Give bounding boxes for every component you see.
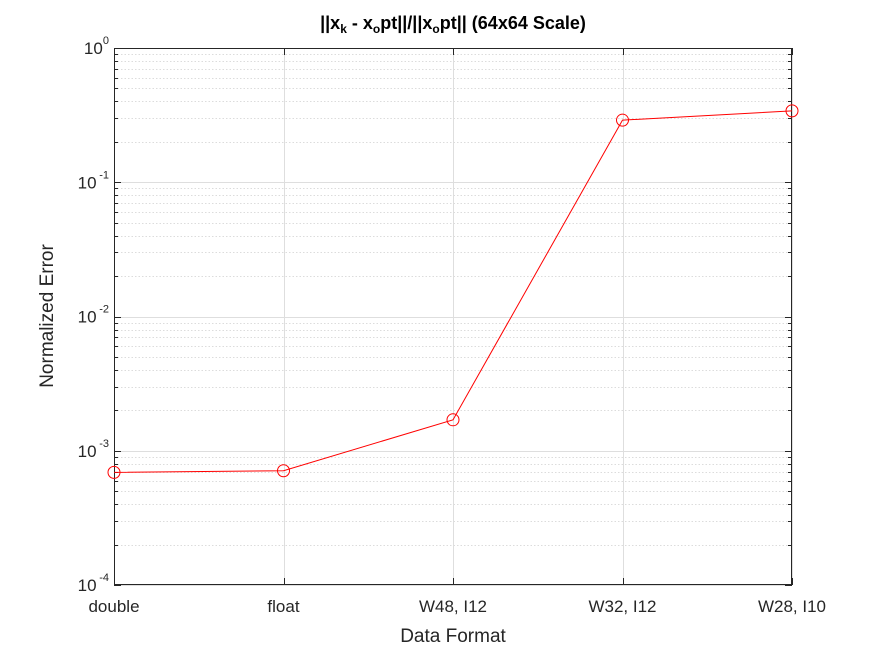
title-part: pt|| (64x64 Scale) [440, 13, 586, 33]
minor-grid [114, 54, 792, 546]
y-tick-label: -310 [78, 438, 109, 461]
x-tick-labels: double float W48, I12 W32, I12 W28, I10 [88, 597, 826, 616]
y-tick-label: -210 [78, 304, 109, 327]
series-line [113, 110, 793, 473]
y-tick-exponent: -4 [99, 572, 109, 584]
y-tick-exponent: 0 [103, 35, 109, 47]
tick-marks [114, 48, 793, 586]
data-point-marker [785, 104, 799, 118]
x-tick-label: W32, I12 [588, 597, 656, 616]
y-tick-base: 10 [78, 442, 97, 461]
series-layer [107, 104, 799, 479]
x-tick-label: W48, I12 [419, 597, 487, 616]
title-part: pt||/||x [380, 13, 432, 33]
y-tick-base: 10 [78, 173, 97, 192]
data-point-marker [446, 413, 460, 427]
title-part: o [432, 22, 439, 36]
title-part: - x [347, 13, 373, 33]
y-tick-base: 10 [78, 576, 97, 595]
data-point-marker [277, 464, 290, 478]
y-tick-base: 10 [84, 39, 103, 58]
series-line-group [107, 104, 799, 479]
y-tick-label: 010 [84, 35, 109, 58]
y-tick-exponent: -1 [99, 169, 109, 181]
x-tick-label: W28, I10 [758, 597, 826, 616]
y-tick-exponent: -3 [99, 438, 109, 450]
title-part: o [373, 22, 380, 36]
y-axis-label: Normalized Error [37, 244, 58, 388]
x-tick-label: float [267, 597, 299, 616]
y-tick-label: -410 [78, 572, 109, 595]
title-part: ||x [320, 13, 340, 33]
x-axis-label: Data Format [400, 626, 506, 647]
data-point-marker [616, 113, 629, 127]
title-part: k [340, 22, 347, 36]
x-tick-label: double [88, 597, 139, 616]
y-tick-base: 10 [78, 308, 97, 327]
y-tick-exponent: -2 [99, 304, 109, 316]
data-point-marker [107, 465, 121, 479]
chart-title: ||xk - xopt||/||xopt|| (64x64 Scale) [320, 13, 586, 36]
y-tick-label: -110 [78, 169, 109, 192]
